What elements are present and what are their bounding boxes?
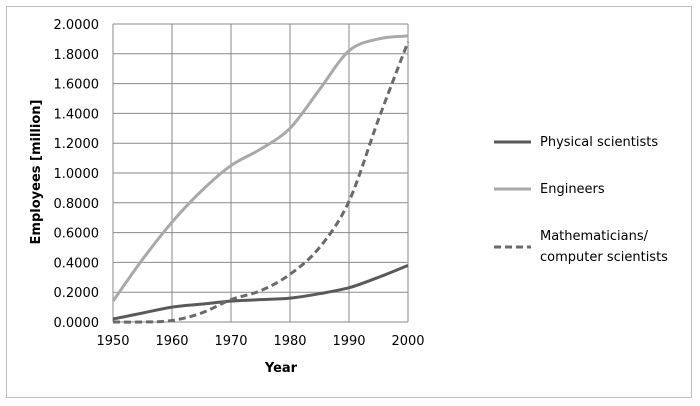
y-tick-label: 0.0000 <box>54 316 100 331</box>
x-tick-label: 1960 <box>155 334 188 349</box>
legend-label: Engineers <box>540 182 605 197</box>
legend-label: computer scientists <box>540 250 668 265</box>
y-axis-title: Employees [million] <box>29 100 44 245</box>
x-tick-label: 1970 <box>214 334 247 349</box>
y-tick-label: 0.4000 <box>54 256 100 271</box>
y-tick-label: 2.0000 <box>54 18 100 33</box>
legend: Physical scientists Engineers Mathematicia… <box>494 135 668 265</box>
x-tick-label: 1990 <box>332 334 365 349</box>
y-tick-label: 1.8000 <box>54 48 100 63</box>
legend-label: Physical scientists <box>540 135 658 150</box>
y-tick-label: 0.6000 <box>54 227 100 242</box>
x-axis-ticks: 1950 1960 1970 1980 1990 2000 <box>96 334 424 349</box>
series-line-0 <box>112 263 409 321</box>
grid-lines <box>112 23 409 323</box>
y-tick-label: 0.2000 <box>54 286 100 301</box>
x-tick-label: 1980 <box>273 334 306 349</box>
series-line-2 <box>112 41 410 324</box>
y-tick-label: 1.6000 <box>54 78 100 93</box>
y-tick-label: 1.4000 <box>54 107 100 122</box>
y-tick-label: 0.8000 <box>54 197 100 212</box>
x-tick-label: 1950 <box>96 334 129 349</box>
y-tick-label: 1.2000 <box>54 137 100 152</box>
series-lines <box>111 34 410 324</box>
y-tick-label: 1.0000 <box>54 167 100 182</box>
legend-label: Mathematicians/ <box>540 229 649 244</box>
x-axis-title: Year <box>264 361 298 376</box>
y-axis-ticks: 0.0000 0.2000 0.4000 0.6000 0.8000 1.0000 1.20… <box>54 18 100 331</box>
x-tick-label: 2000 <box>391 334 424 349</box>
series-line-1 <box>111 34 409 303</box>
